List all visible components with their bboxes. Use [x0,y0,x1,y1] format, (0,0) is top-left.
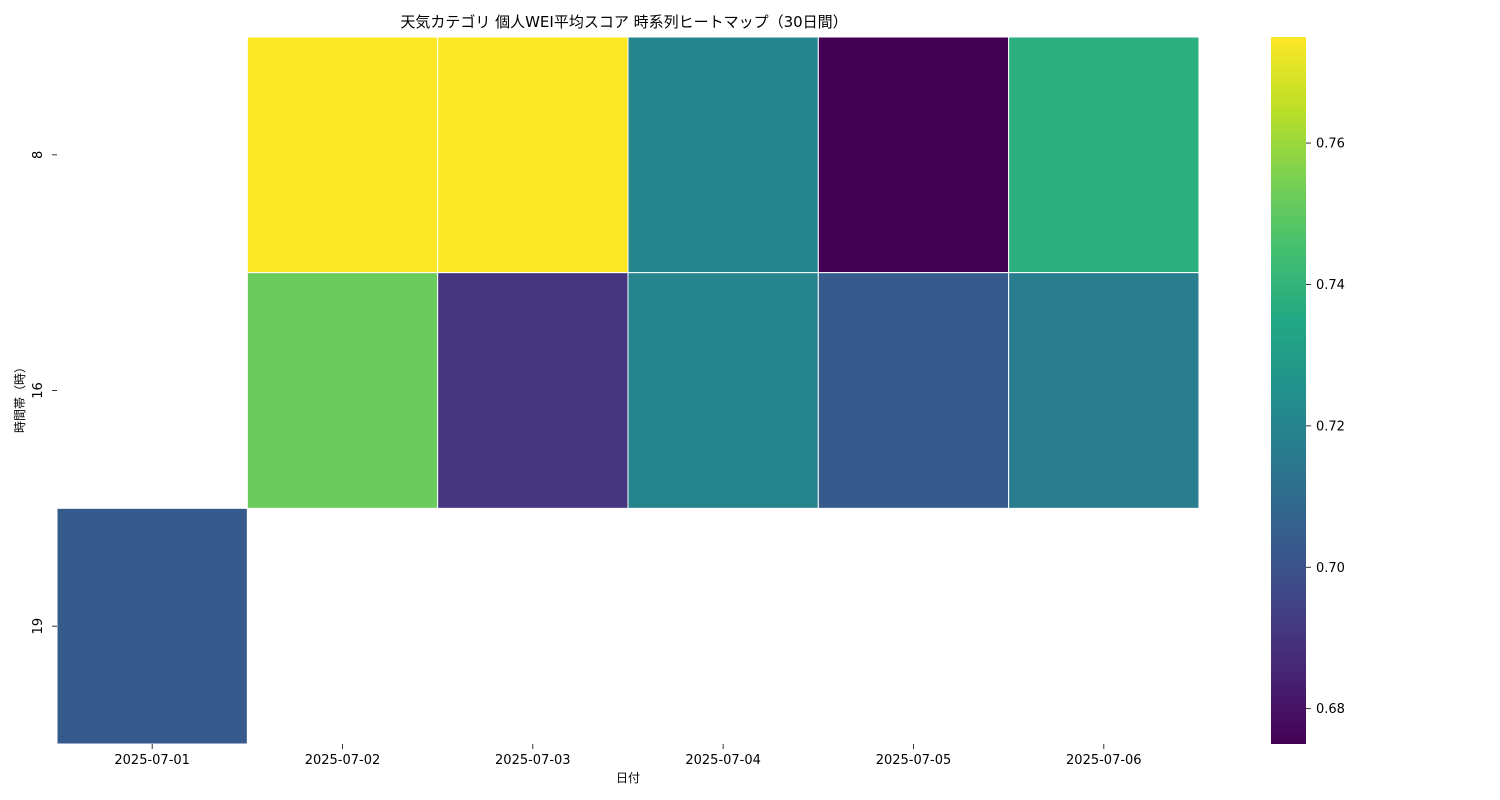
x-axis-ticks: 2025-07-01 2025-07-02 2025-07-03 2025-07-04… [114,744,1142,768]
heatmap-cell-16-2025-07-05 [817,272,1010,509]
heatmap-cells [56,36,1200,745]
heatmap-cell-19-2025-07-01 [56,507,248,745]
x-axis-label: 日付 [616,771,640,785]
heatmap-cell-16-2025-07-03 [437,272,629,509]
x-tick-label: 2025-07-05 [876,753,952,768]
x-tick-label: 2025-07-04 [685,753,761,768]
colorbar-tick-label: 0.68 [1316,702,1345,717]
colorbar-tick-label: 0.72 [1316,419,1345,434]
heatmap-cell-8-2025-07-03 [437,36,629,274]
x-tick-label: 2025-07-03 [495,753,571,768]
heatmap-cell-8-2025-07-04 [627,36,819,274]
chart-title: 天気カテゴリ 個人WEI平均スコア 時系列ヒートマップ（30日間） [400,13,847,31]
y-tick-label: 16 [31,382,46,399]
heatmap-cell-8-2025-07-06 [1008,36,1200,274]
colorbar-tick-label: 0.70 [1316,561,1345,576]
x-tick-label: 2025-07-02 [305,753,381,768]
heatmap-cell-16-2025-07-02 [246,272,439,509]
colorbar-ticks: 0.68 0.70 0.72 0.74 0.76 [1306,137,1345,717]
y-axis-label: 時間帯（時） [13,361,27,433]
colorbar [1271,37,1306,744]
heatmap-cell-16-2025-07-04 [627,272,819,509]
colorbar-tick-label: 0.76 [1316,137,1345,152]
y-tick-label: 8 [31,151,46,159]
x-tick-label: 2025-07-06 [1066,753,1142,768]
colorbar-tick-label: 0.74 [1316,278,1345,293]
heatmap-cell-16-2025-07-06 [1008,272,1200,509]
y-tick-label: 19 [31,618,46,635]
y-axis-ticks: 8 16 19 [31,151,57,635]
heatmap-cell-8-2025-07-02 [246,36,439,274]
x-tick-label: 2025-07-01 [114,753,190,768]
heatmap-cell-8-2025-07-05 [817,36,1010,274]
